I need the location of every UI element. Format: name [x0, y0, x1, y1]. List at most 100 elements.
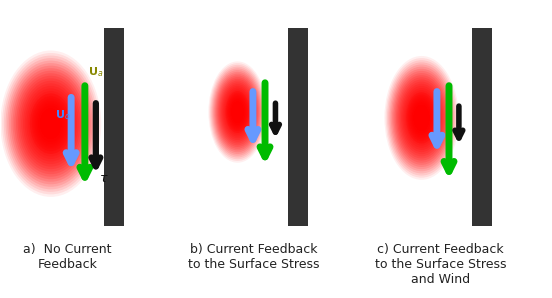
Text: $\tau$: $\tau$: [99, 172, 108, 185]
Ellipse shape: [210, 65, 265, 159]
Ellipse shape: [408, 95, 436, 141]
Ellipse shape: [417, 110, 426, 125]
Text: U$_o$: U$_o$: [55, 108, 70, 122]
Ellipse shape: [231, 102, 243, 122]
Ellipse shape: [412, 103, 431, 133]
Ellipse shape: [23, 83, 78, 164]
Text: c) Current Feedback
to the Surface Stress
and Wind: c) Current Feedback to the Surface Stres…: [375, 243, 507, 286]
Ellipse shape: [222, 86, 253, 138]
Ellipse shape: [233, 105, 242, 119]
Ellipse shape: [416, 109, 427, 126]
Ellipse shape: [4, 55, 98, 192]
Ellipse shape: [47, 118, 55, 130]
Ellipse shape: [19, 78, 82, 169]
Ellipse shape: [231, 102, 243, 122]
Ellipse shape: [234, 106, 241, 118]
Ellipse shape: [37, 103, 65, 144]
FancyBboxPatch shape: [471, 28, 492, 226]
Ellipse shape: [420, 115, 423, 120]
Ellipse shape: [38, 105, 63, 142]
Ellipse shape: [237, 110, 238, 114]
Ellipse shape: [214, 70, 262, 154]
Ellipse shape: [216, 75, 259, 149]
Ellipse shape: [410, 99, 433, 137]
Ellipse shape: [25, 86, 77, 162]
Ellipse shape: [406, 92, 437, 144]
Ellipse shape: [208, 61, 267, 163]
Ellipse shape: [232, 103, 242, 121]
Ellipse shape: [227, 93, 248, 131]
Ellipse shape: [13, 68, 89, 179]
Ellipse shape: [235, 107, 241, 117]
Ellipse shape: [16, 73, 86, 174]
Ellipse shape: [386, 58, 458, 178]
Ellipse shape: [1, 50, 101, 197]
Ellipse shape: [418, 111, 426, 124]
Ellipse shape: [235, 108, 240, 116]
Ellipse shape: [414, 105, 429, 131]
Text: a)  No Current
Feedback: a) No Current Feedback: [23, 243, 112, 271]
Ellipse shape: [414, 105, 429, 131]
Ellipse shape: [401, 84, 442, 152]
Ellipse shape: [409, 97, 434, 138]
Ellipse shape: [230, 100, 245, 125]
Ellipse shape: [6, 58, 96, 189]
Ellipse shape: [30, 93, 72, 154]
Ellipse shape: [411, 101, 432, 135]
Ellipse shape: [211, 67, 264, 157]
Ellipse shape: [226, 93, 248, 131]
Ellipse shape: [399, 80, 444, 156]
Ellipse shape: [394, 71, 450, 165]
Ellipse shape: [400, 82, 443, 154]
Ellipse shape: [214, 72, 261, 152]
Ellipse shape: [397, 77, 446, 159]
FancyBboxPatch shape: [104, 28, 124, 226]
Ellipse shape: [406, 92, 437, 144]
Ellipse shape: [407, 94, 436, 141]
Ellipse shape: [220, 80, 256, 144]
Ellipse shape: [227, 94, 248, 130]
Ellipse shape: [32, 97, 70, 151]
Ellipse shape: [388, 62, 455, 173]
Ellipse shape: [229, 96, 247, 128]
Ellipse shape: [18, 76, 84, 172]
Ellipse shape: [411, 100, 432, 136]
Ellipse shape: [408, 97, 434, 139]
Ellipse shape: [26, 89, 75, 159]
Ellipse shape: [22, 81, 81, 167]
Ellipse shape: [229, 97, 246, 127]
Ellipse shape: [412, 103, 431, 133]
Ellipse shape: [46, 116, 56, 131]
Ellipse shape: [14, 71, 87, 177]
Ellipse shape: [415, 107, 428, 128]
Ellipse shape: [236, 108, 240, 116]
Ellipse shape: [9, 63, 93, 184]
Ellipse shape: [45, 115, 57, 133]
Ellipse shape: [404, 88, 439, 148]
Ellipse shape: [419, 114, 424, 122]
Text: U$_a$: U$_a$: [88, 66, 103, 80]
Ellipse shape: [231, 100, 245, 124]
Ellipse shape: [225, 89, 251, 135]
Ellipse shape: [43, 111, 59, 136]
Ellipse shape: [36, 103, 66, 145]
Ellipse shape: [42, 111, 60, 136]
Ellipse shape: [220, 82, 254, 142]
Ellipse shape: [11, 66, 91, 182]
Ellipse shape: [405, 90, 438, 146]
Ellipse shape: [49, 121, 52, 126]
Ellipse shape: [40, 108, 61, 139]
Ellipse shape: [40, 108, 61, 139]
Ellipse shape: [418, 113, 424, 123]
Ellipse shape: [236, 110, 239, 114]
Ellipse shape: [47, 119, 54, 129]
Ellipse shape: [420, 116, 423, 120]
Ellipse shape: [31, 96, 70, 151]
Ellipse shape: [39, 106, 63, 141]
Ellipse shape: [387, 60, 456, 176]
Ellipse shape: [224, 88, 252, 136]
Ellipse shape: [28, 91, 73, 156]
Ellipse shape: [233, 104, 242, 120]
Ellipse shape: [230, 98, 246, 126]
Text: b) Current Feedback
to the Surface Stress: b) Current Feedback to the Surface Stres…: [188, 243, 320, 271]
